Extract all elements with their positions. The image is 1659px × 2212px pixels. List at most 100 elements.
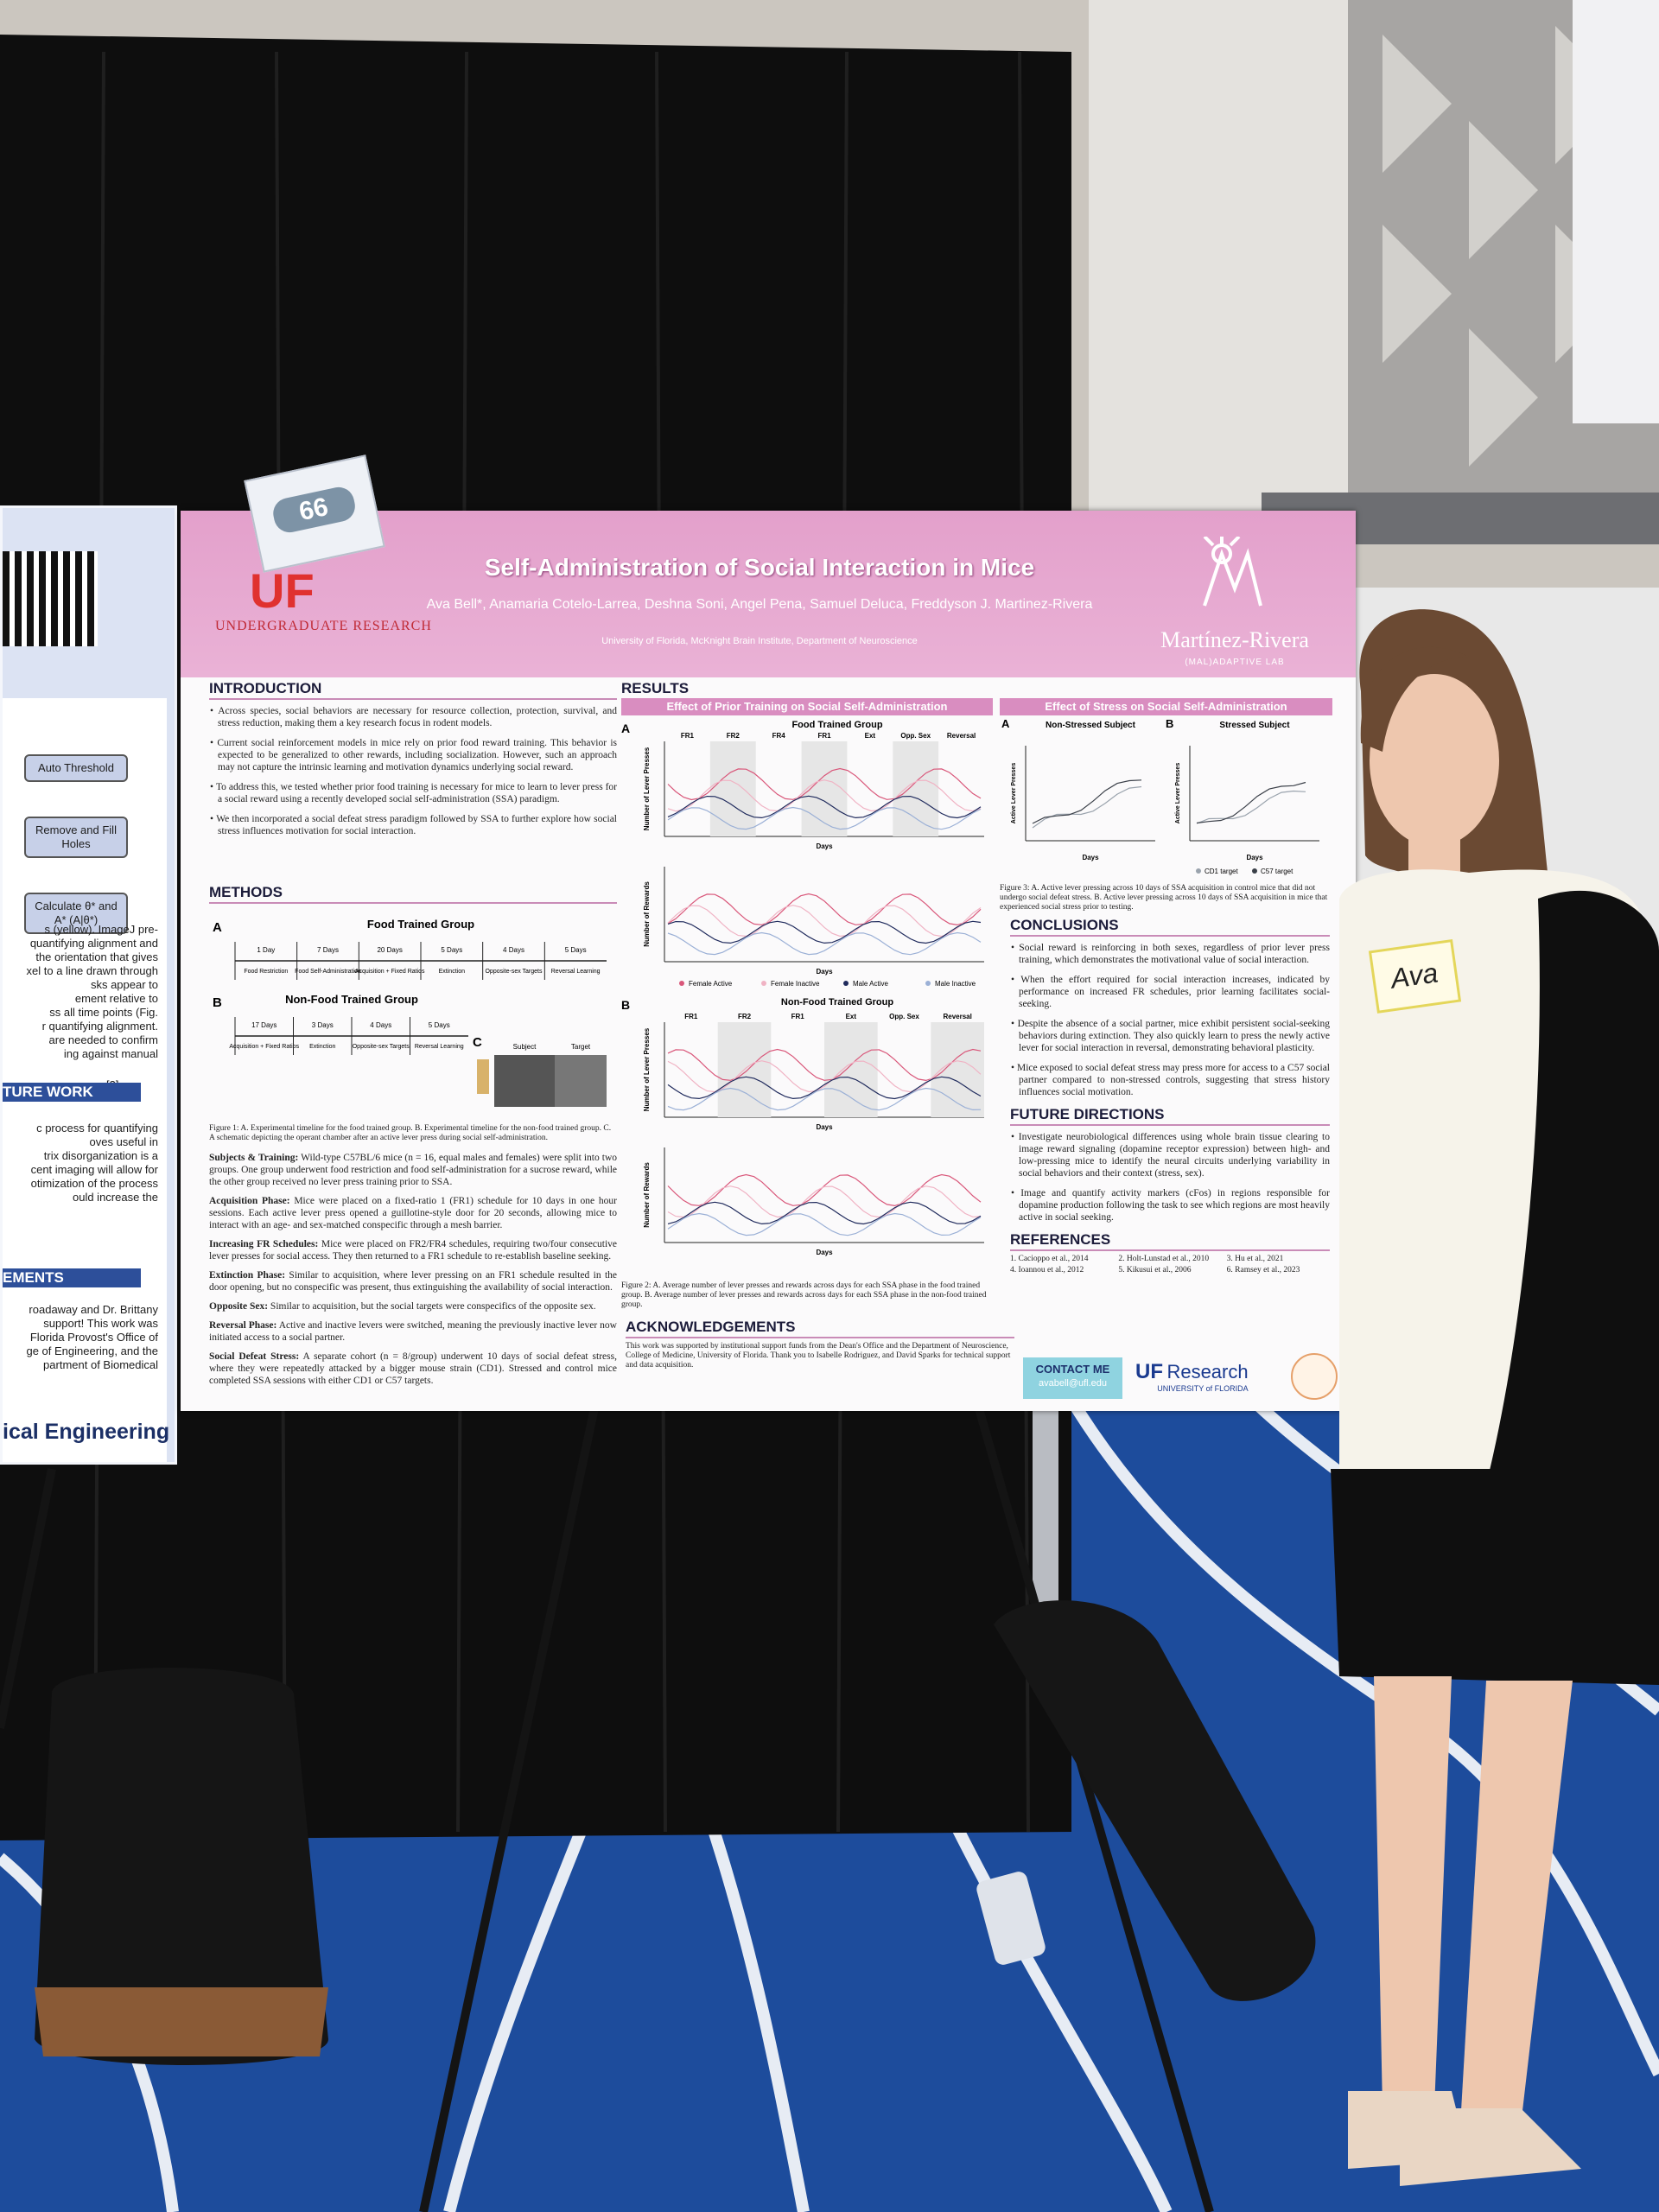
text-line: ss all time points (Fig. bbox=[49, 1006, 158, 1019]
y-axis-label: Number of Rewards bbox=[643, 881, 651, 947]
phase-label: FR1 bbox=[681, 732, 695, 740]
bullet: Investigate neurobiological differences … bbox=[1010, 1131, 1330, 1179]
timeline-duration: 3 Days bbox=[312, 1021, 334, 1029]
legend-marker bbox=[679, 981, 684, 986]
y-axis-label: Number of Rewards bbox=[643, 1162, 651, 1228]
qr-code bbox=[3, 551, 98, 646]
series-line bbox=[667, 1087, 982, 1111]
timeline-phase: Extinction bbox=[439, 969, 465, 975]
reference: 4. Ioannou et al., 2012 bbox=[1010, 1266, 1084, 1274]
y-axis-label: Active Lever Presses bbox=[1175, 763, 1181, 824]
phase-label: Opp. Sex bbox=[900, 732, 931, 740]
timeline-duration: 17 Days bbox=[251, 1021, 276, 1029]
text-line: c process for quantifying bbox=[36, 1122, 158, 1135]
pole bbox=[1033, 1382, 1058, 1607]
figure-caption: Figure 3: A. Active lever pressing acros… bbox=[1000, 884, 1328, 912]
section-heading: TURE WORK bbox=[3, 1083, 141, 1102]
text-line: otimization of the process bbox=[30, 1177, 158, 1190]
timeline-duration: 5 Days bbox=[565, 946, 587, 954]
bullet: We then incorporated a social defeat str… bbox=[209, 813, 617, 837]
bullet: When the effort required for social inte… bbox=[1010, 974, 1330, 1010]
timeline-duration: 5 Days bbox=[429, 1021, 450, 1029]
chart-title: Food Trained Group bbox=[791, 720, 882, 730]
text-line: oves useful in bbox=[89, 1135, 159, 1148]
phase-shade bbox=[801, 741, 848, 836]
section-heading: EMENTS bbox=[3, 1268, 141, 1287]
panel-letter: A bbox=[1001, 717, 1010, 730]
paragraph-text: Similar to acquisition, where lever pres… bbox=[209, 1270, 618, 1293]
series-line bbox=[667, 1076, 982, 1100]
acknowledgements: ACKNOWLEDGEMENTS This work was supported… bbox=[626, 1319, 1014, 1370]
y-axis-label: Number of Lever Presses bbox=[643, 747, 651, 830]
method-paragraph: Acquisition Phase: Mice were placed on a… bbox=[209, 1195, 617, 1231]
legend-label: Female Active bbox=[689, 980, 733, 988]
paragraph-label: Subjects & Training: bbox=[209, 1153, 299, 1163]
x-axis-label: Days bbox=[1246, 854, 1263, 861]
timeline-phase: Opposite-sex Targets bbox=[485, 969, 543, 975]
contact-email: avabell@ufl.edu bbox=[1038, 1378, 1108, 1389]
phase-label: Reversal bbox=[943, 1013, 971, 1020]
series-line bbox=[667, 1212, 982, 1236]
screen bbox=[1573, 0, 1659, 423]
timeline-duration: 5 Days bbox=[441, 946, 462, 954]
phase-shade bbox=[893, 741, 939, 836]
flow-step: Remove and Fill Holes bbox=[24, 817, 128, 858]
contact-label: CONTACT ME bbox=[1035, 1363, 1110, 1376]
authors: Ava Bell*, Anamaria Cotelo-Larrea, Deshn… bbox=[426, 597, 1093, 612]
panel-letter: A bbox=[621, 721, 630, 735]
conclusions: CONCLUSIONS Social reward is reinforcing… bbox=[1010, 917, 1330, 1275]
text-line: quantifying alignment and bbox=[29, 937, 158, 950]
figure-caption: Figure 2: A. Average number of lever pre… bbox=[621, 1281, 987, 1309]
paragraph-text: Active and inactive levers were switched… bbox=[209, 1320, 617, 1343]
y-axis-label: Number of Lever Presses bbox=[643, 1027, 651, 1111]
bullet: Despite the absence of a social partner,… bbox=[1010, 1018, 1330, 1054]
legend-marker bbox=[843, 981, 849, 986]
phase-shade bbox=[824, 1022, 878, 1117]
text-line: support! This work was bbox=[43, 1317, 158, 1330]
phase-label: FR1 bbox=[791, 1013, 805, 1020]
flow-step: Auto Threshold bbox=[24, 754, 128, 782]
timeline-phase: Reversal Learning bbox=[551, 969, 601, 975]
stress-figure: A Non-Stressed Subject Active Lever Presse… bbox=[1001, 717, 1319, 875]
series-line bbox=[667, 931, 982, 956]
x-axis-label: Days bbox=[816, 842, 833, 850]
future-text: c process for quantifying oves useful in t… bbox=[3, 1122, 158, 1205]
paragraph-label: Opposite Sex: bbox=[209, 1301, 269, 1312]
text-line: ement relative to bbox=[74, 992, 158, 1005]
badge-number: 66 bbox=[270, 484, 358, 536]
chamber bbox=[494, 1055, 555, 1107]
phase-label: FR2 bbox=[738, 1013, 752, 1020]
timeline-phase: Food Self-Administration bbox=[295, 969, 361, 975]
text-line: ing against manual bbox=[63, 1047, 158, 1060]
paragraph-text: Mice were placed on a fixed-ratio 1 (FR1… bbox=[209, 1196, 617, 1230]
paragraph-label: Increasing FR Schedules: bbox=[209, 1239, 319, 1249]
backpack-trim bbox=[35, 1987, 328, 2056]
legend-marker bbox=[1252, 868, 1257, 874]
legend-marker bbox=[1196, 868, 1201, 874]
phase-label: FR1 bbox=[817, 732, 831, 740]
section-heading: METHODS bbox=[209, 884, 617, 904]
phase-label: FR2 bbox=[727, 732, 741, 740]
flow-steps: Auto Threshold Remove and Fill Holes Calcu… bbox=[24, 754, 128, 969]
panel-letter: A bbox=[213, 920, 222, 935]
bullet: Image and quantify activity markers (cFo… bbox=[1010, 1187, 1330, 1224]
poster-title: Self-Administration of Social Interactio… bbox=[484, 554, 1035, 581]
bullet: Across species, social behaviors are nec… bbox=[209, 705, 617, 729]
chamber-label: Subject bbox=[513, 1043, 537, 1051]
stress-results: Effect of Stress on Social Self-Administ… bbox=[1000, 698, 1332, 912]
backpack-right bbox=[994, 1600, 1316, 2001]
logo-left-sub: UNDERGRADUATE RESEARCH bbox=[215, 619, 432, 633]
legend-label: CD1 target bbox=[1205, 868, 1238, 875]
x-axis-label: Days bbox=[816, 1249, 833, 1256]
sponsor-mark: UF bbox=[1135, 1360, 1163, 1383]
reference: 6. Ramsey et al., 2023 bbox=[1226, 1266, 1300, 1274]
timeline-duration: 4 Days bbox=[503, 946, 524, 954]
reference: 2. Holt-Lunstad et al., 2010 bbox=[1118, 1255, 1210, 1263]
backpack-left bbox=[35, 1668, 328, 2065]
timeline-duration: 20 Days bbox=[377, 946, 402, 954]
phase-label: Opp. Sex bbox=[889, 1013, 919, 1020]
phase-shade bbox=[709, 741, 756, 836]
method-paragraph: Opposite Sex: Similar to acquisition, bu… bbox=[209, 1300, 617, 1313]
section-heading: CONCLUSIONS bbox=[1010, 917, 1330, 937]
